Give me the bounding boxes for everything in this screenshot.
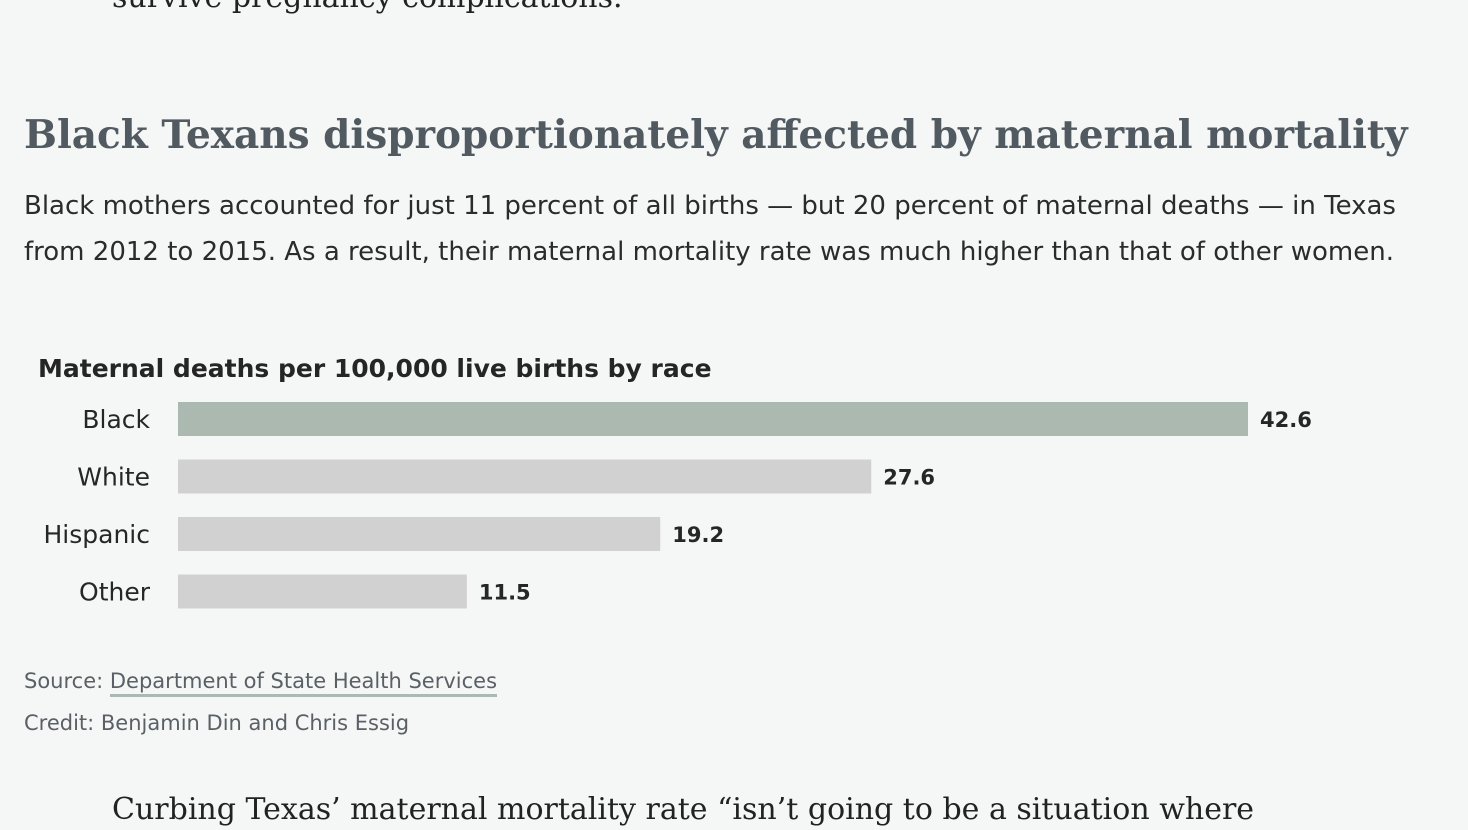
next-paragraph-text: Curbing Texas’ maternal mortality rate “… <box>112 792 1255 827</box>
graphic-headline: Black Texans disproportionately affected… <box>24 112 1408 158</box>
previous-paragraph-text: survive pregnancy complications. <box>112 0 623 18</box>
graphic-description: Black mothers accounted for just 11 perc… <box>24 191 1396 267</box>
bar-chart: Black 42.6 White 27.6 Hispanic 19.2 Other 11.5 <box>44 402 1312 609</box>
credit-line: Credit: Benjamin Din and Chris Essig <box>24 711 410 735</box>
category-label-black: Black <box>82 405 150 434</box>
source-line: Source: Department of State Health Servi… <box>24 664 498 698</box>
source-label: Source: <box>24 669 104 693</box>
value-label-hispanic: 19.2 <box>672 523 724 547</box>
bar-black <box>178 402 1248 436</box>
value-label-white: 27.6 <box>883 466 935 490</box>
value-label-black: 42.6 <box>1260 408 1312 432</box>
bar-other <box>178 574 467 609</box>
category-label-white: White <box>77 463 150 492</box>
category-label-hispanic: Hispanic <box>44 520 151 549</box>
bar-hispanic <box>178 517 661 551</box>
bar-white <box>178 459 872 494</box>
source-link[interactable]: Department of State Health Services <box>109 669 498 697</box>
chart-title: Maternal deaths per 100,000 live births … <box>38 354 712 383</box>
value-label-other: 11.5 <box>479 581 531 605</box>
category-label-other: Other <box>79 578 151 607</box>
